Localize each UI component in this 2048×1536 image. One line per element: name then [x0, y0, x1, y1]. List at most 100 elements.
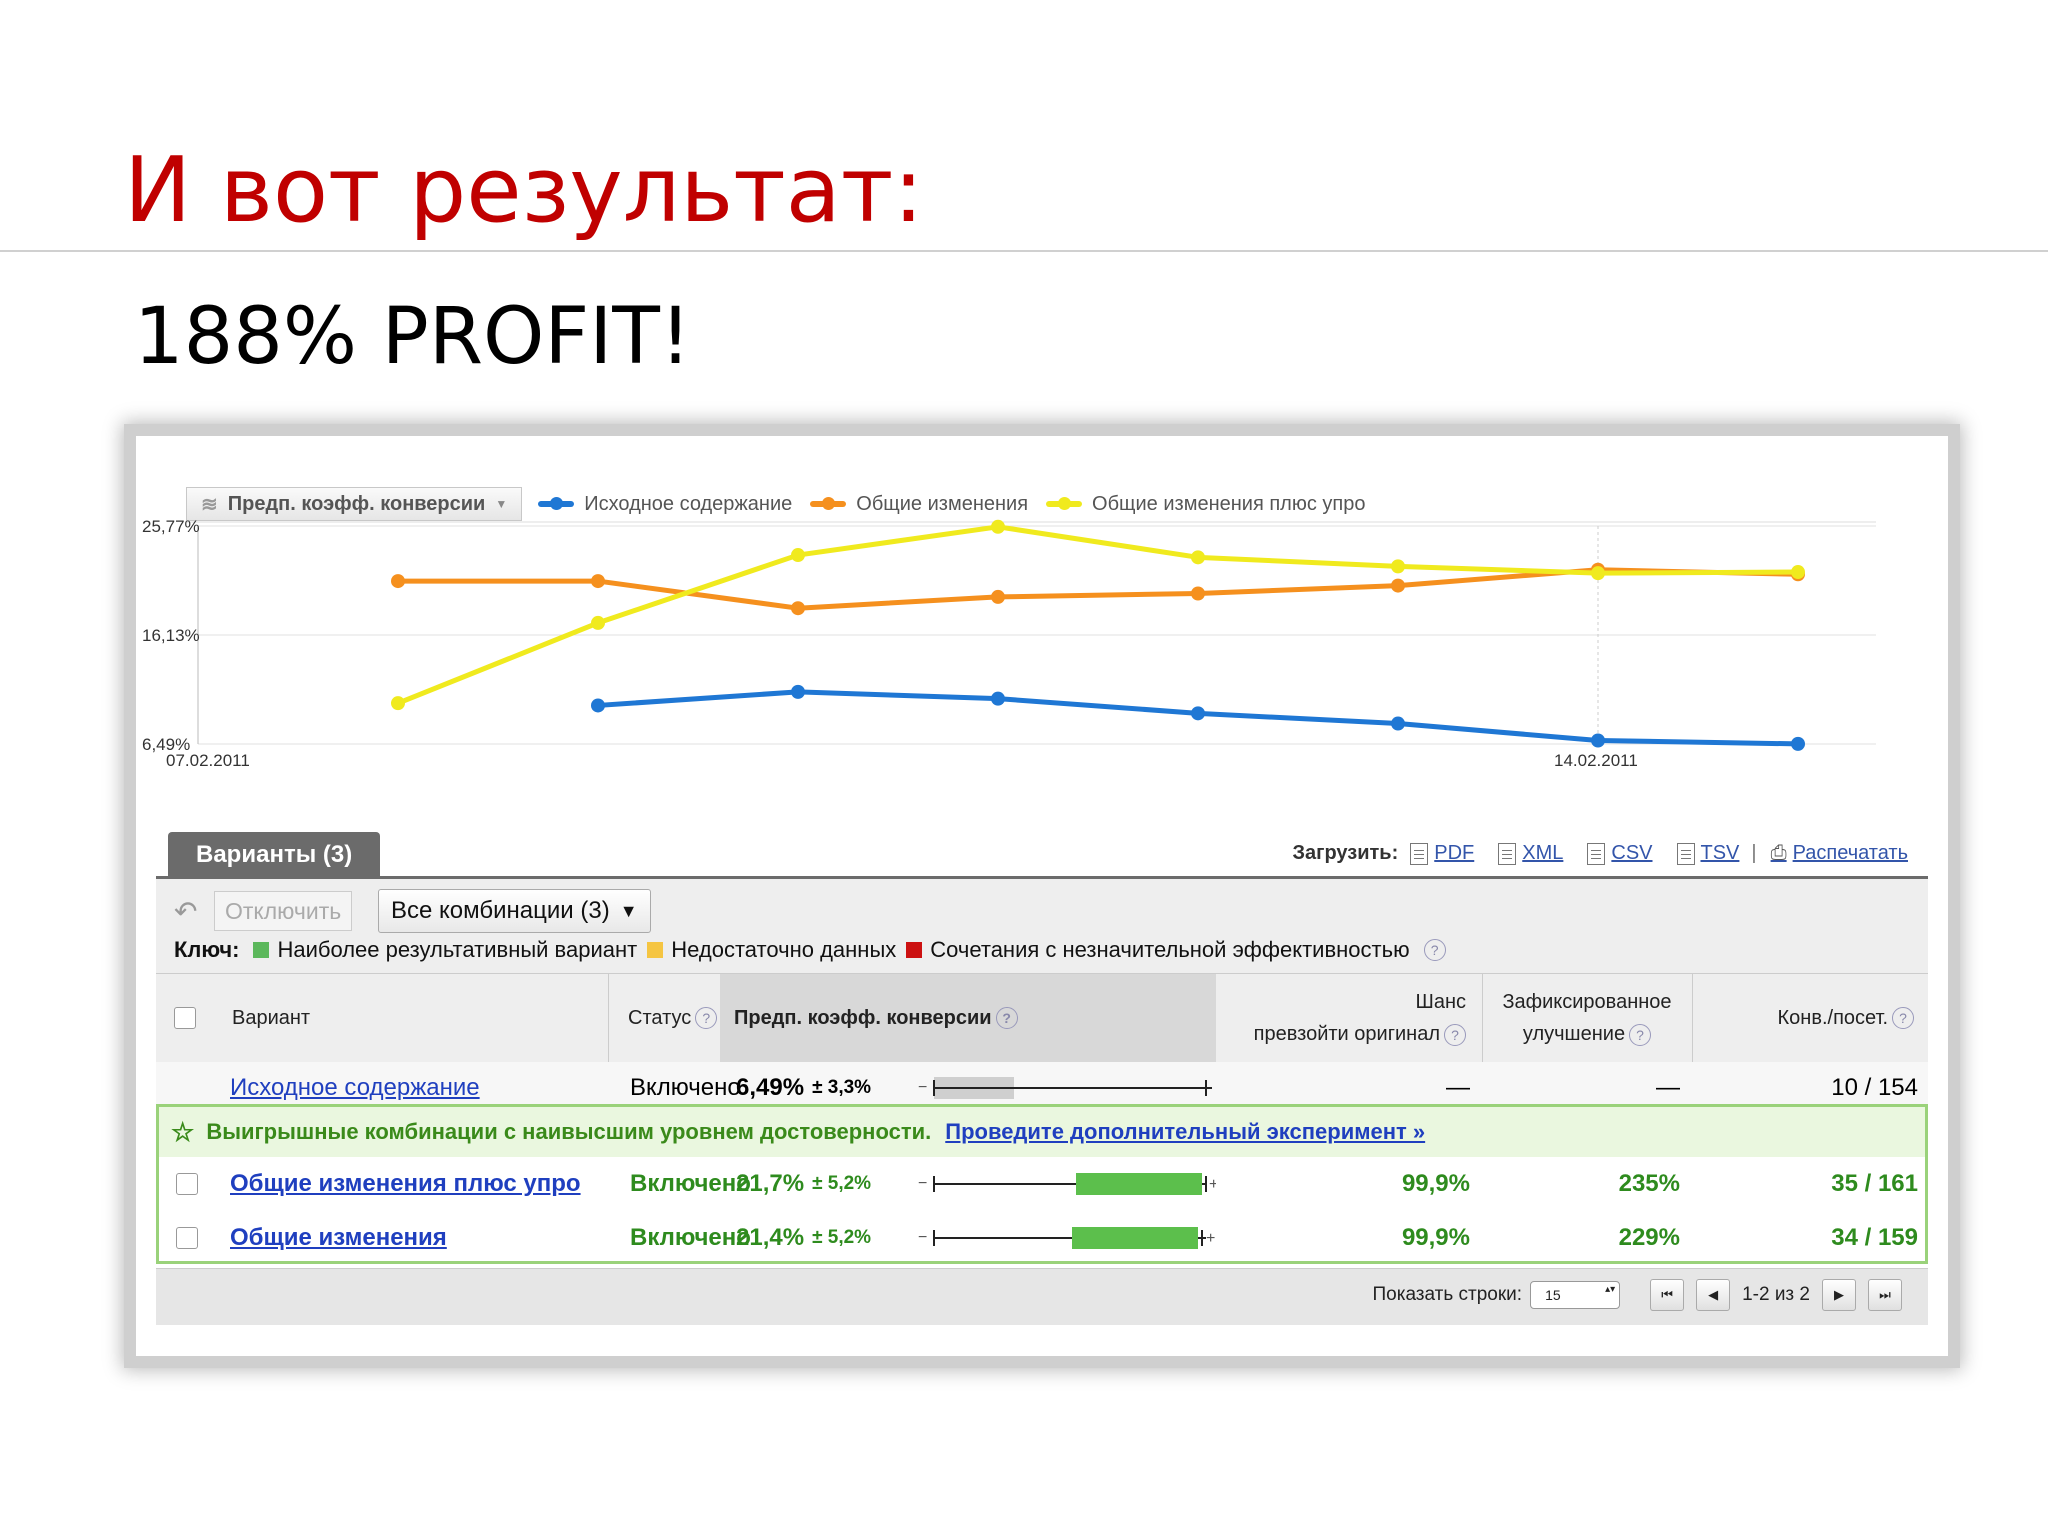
improve-cell: 229%	[1618, 1224, 1680, 1251]
combinations-dropdown[interactable]: Все комбинации (3) ▼	[378, 889, 651, 933]
data-point[interactable]	[791, 548, 805, 563]
header-status[interactable]: Статус?	[628, 974, 738, 1062]
header-chance-line2: превзойти оригинал	[1253, 1023, 1440, 1045]
row-checkbox[interactable]	[176, 1158, 198, 1210]
minus-marker: −	[918, 1175, 927, 1192]
first-page-button[interactable]: ⏮	[1650, 1279, 1685, 1311]
header-chance[interactable]: Шанс превзойти оригинал?	[1216, 974, 1480, 1062]
data-point[interactable]	[591, 698, 605, 713]
confidence-bar: − +	[918, 1227, 1215, 1249]
chevron-down-icon: ▼	[495, 497, 508, 511]
checkbox-box	[176, 1173, 198, 1195]
key-text-insufficient: Недостаточно данных	[671, 937, 897, 962]
data-point[interactable]	[1191, 586, 1205, 601]
legend-swatch	[1046, 497, 1083, 510]
tab-variants[interactable]: Варианты (3)	[168, 832, 381, 878]
data-point[interactable]	[591, 574, 605, 589]
print-link[interactable]: ⎙ Распечатать	[1771, 842, 1908, 865]
data-point[interactable]	[1591, 566, 1605, 581]
header-improvement[interactable]: Зафиксированное улучшение?	[1484, 974, 1690, 1062]
variant-name[interactable]: Общие изменения	[230, 1224, 447, 1251]
minus-marker: −	[918, 1229, 927, 1246]
disable-button[interactable]: Отключить	[214, 891, 353, 931]
rate-value: 21,7%	[736, 1170, 805, 1197]
select-all-checkbox[interactable]	[174, 974, 204, 1062]
csv-icon	[1587, 842, 1606, 865]
data-point[interactable]	[1591, 733, 1605, 748]
metric-dropdown[interactable]: ≋ Предп. коэфф. конверсии ▼	[186, 487, 523, 521]
improve-cell: 235%	[1618, 1170, 1680, 1197]
data-point[interactable]	[991, 519, 1005, 534]
combinations-dropdown-label: Все комбинации (3)	[391, 897, 610, 924]
header-variant[interactable]: Вариант	[232, 1006, 311, 1029]
legend-item-changes-plus[interactable]: Общие изменения плюс упро	[1046, 493, 1365, 516]
rows-per-page-value: 15	[1545, 1287, 1561, 1303]
header-conv-visits[interactable]: Конв./посет.?	[1694, 974, 1928, 1062]
download-csv-link[interactable]: CSV	[1587, 842, 1653, 865]
help-icon[interactable]: ?	[695, 1007, 718, 1029]
data-point[interactable]	[391, 574, 405, 589]
data-point[interactable]	[791, 684, 805, 699]
first-page-icon: ⏮	[1661, 1287, 1673, 1302]
undo-icon[interactable]: ↶	[174, 896, 198, 927]
row-checkbox[interactable]	[176, 1212, 198, 1264]
help-icon[interactable]: ?	[1444, 1024, 1466, 1046]
key-label: Ключ:	[174, 937, 240, 962]
legend-label: Общие изменения	[856, 492, 1029, 515]
column-divider	[1482, 974, 1483, 1062]
data-point[interactable]	[991, 589, 1005, 604]
next-page-button[interactable]: ▶	[1822, 1279, 1856, 1311]
last-page-button[interactable]: ⏭	[1868, 1279, 1902, 1311]
download-label: Загрузить:	[1292, 842, 1399, 864]
xml-icon	[1498, 842, 1517, 865]
y-tick-label: 6,49%	[142, 735, 190, 754]
data-point[interactable]	[1391, 559, 1405, 574]
legend-key: Ключ: Наиболее результативный вариант Не…	[174, 937, 1446, 963]
help-icon[interactable]: ?	[995, 1007, 1018, 1029]
data-point[interactable]	[1191, 550, 1205, 565]
data-point[interactable]	[1391, 716, 1405, 731]
variant-link[interactable]: Общие изменения	[230, 1212, 447, 1264]
download-tsv-link[interactable]: TSV	[1676, 842, 1739, 865]
header-conversion-rate[interactable]: Предп. коэфф. конверсии?	[720, 974, 1216, 1062]
last-page-icon: ⏭	[1879, 1287, 1891, 1302]
data-point[interactable]	[1191, 706, 1205, 721]
help-icon[interactable]: ?	[1629, 1024, 1652, 1046]
data-point[interactable]	[391, 696, 405, 711]
status-cell: Включено	[630, 1224, 751, 1251]
help-icon[interactable]: ?	[1423, 939, 1446, 961]
legend-item-changes[interactable]: Общие изменения	[810, 493, 1028, 516]
variants-toolbar: ↶ Отключить Все комбинации (3) ▼ Ключ: Н…	[156, 879, 1928, 973]
variant-name[interactable]: Исходное содержание	[230, 1074, 480, 1101]
data-point[interactable]	[791, 601, 805, 616]
legend-label: Общие изменения плюс упро	[1092, 492, 1366, 515]
status-cell: Включено	[630, 1074, 741, 1101]
data-point[interactable]	[591, 615, 605, 630]
checkbox-box	[174, 1007, 196, 1029]
chevron-down-icon: ▼	[619, 900, 638, 921]
help-icon[interactable]: ?	[1892, 1007, 1914, 1029]
print-label: Распечатать	[1792, 842, 1908, 864]
download-pdf-link[interactable]: PDF	[1410, 842, 1474, 865]
key-text-insignificant: Сочетания с незначительной эффективность…	[930, 937, 1410, 962]
confidence-fill	[1076, 1173, 1202, 1195]
variant-link-original[interactable]: Исходное содержание	[230, 1062, 480, 1114]
column-divider	[608, 974, 609, 1062]
winners-text: Выигрышные комбинации с наивысшим уровне…	[206, 1119, 932, 1144]
data-point[interactable]	[991, 691, 1005, 706]
legend-item-original[interactable]: Исходное содержание	[538, 493, 792, 516]
confidence-fill	[1072, 1227, 1198, 1249]
legend-swatch	[810, 497, 847, 510]
key-swatch-insufficient	[647, 942, 664, 958]
download-xml-link[interactable]: XML	[1498, 842, 1563, 865]
data-point[interactable]	[1391, 578, 1405, 593]
table-row: Общие изменения плюс упро Включено 21,7%…	[156, 1158, 1928, 1210]
rows-per-page-stepper[interactable]: 15	[1530, 1281, 1621, 1309]
run-experiment-link[interactable]: Проведите дополнительный эксперимент »	[945, 1119, 1426, 1144]
rate-value: 21,4%	[736, 1224, 805, 1251]
prev-page-button[interactable]: ◀	[1696, 1279, 1731, 1311]
variant-link[interactable]: Общие изменения плюс упро	[230, 1158, 581, 1210]
variant-name[interactable]: Общие изменения плюс упро	[230, 1170, 581, 1197]
data-point[interactable]	[1791, 736, 1805, 751]
data-point[interactable]	[1791, 565, 1805, 580]
